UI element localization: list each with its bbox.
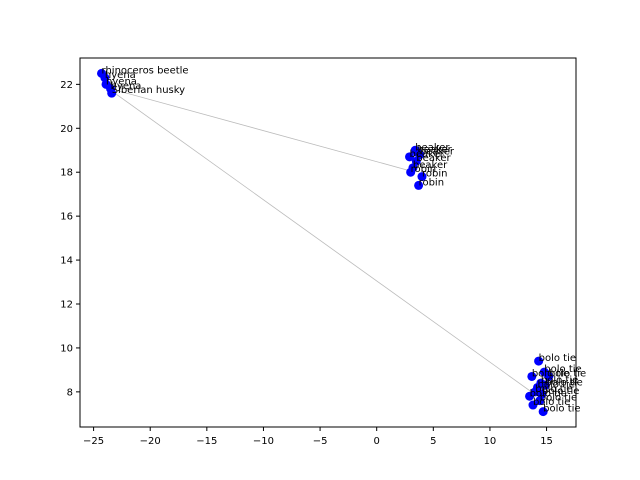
- data-point: [534, 356, 544, 366]
- data-point: [107, 88, 117, 98]
- x-axis-ticks: −25 −20 −15 −10 −5 0 5 10 15: [83, 427, 553, 447]
- y-tick-label: 18: [60, 168, 73, 179]
- data-point: [528, 400, 538, 410]
- point-label: beaker: [420, 147, 455, 158]
- point-label: beaker: [416, 153, 451, 164]
- y-axis-ticks: 8 10 12 14 16 18 20 22: [60, 80, 80, 398]
- y-tick-label: 10: [60, 343, 73, 354]
- data-point: [406, 167, 416, 177]
- point-label: bolo tie: [544, 364, 581, 375]
- x-tick-label: 10: [484, 436, 497, 447]
- data-point: [417, 172, 427, 182]
- point-label: hyena: [105, 70, 136, 81]
- data-point: [544, 371, 554, 381]
- point-label: bolo tie: [533, 397, 570, 408]
- point-label: beaker: [415, 142, 450, 153]
- point-label: bolo tie: [540, 393, 577, 404]
- y-tick-label: 20: [60, 124, 73, 135]
- data-point: [525, 391, 535, 401]
- point-label: Siberian husky: [112, 85, 185, 96]
- x-tick-label: −25: [83, 436, 104, 447]
- x-tick-label: −10: [253, 436, 274, 447]
- point-label: bolo tie: [535, 384, 572, 395]
- y-tick-label: 8: [67, 387, 73, 398]
- x-tick-label: 15: [540, 436, 553, 447]
- point-labels: rhinoceros beetlehyenahyenahyenaSiberian…: [102, 65, 587, 414]
- x-tick-label: −5: [313, 436, 328, 447]
- point-label: bolo tie: [543, 404, 580, 415]
- point-label: hyena: [111, 81, 142, 92]
- x-tick-label: −20: [140, 436, 161, 447]
- point-label: bolo tie: [542, 386, 579, 397]
- y-tick-label: 22: [60, 80, 73, 91]
- data-point: [535, 396, 545, 406]
- point-label: beaker: [413, 160, 448, 171]
- point-label: bolo tie: [532, 368, 569, 379]
- point-label: bolo tie: [530, 388, 567, 399]
- point-label: bolo tie: [545, 377, 582, 388]
- x-tick-label: −15: [196, 436, 217, 447]
- point-label: bolo tie: [541, 375, 578, 386]
- y-tick-label: 12: [60, 300, 73, 311]
- point-label: robin: [419, 177, 444, 188]
- point-label: hyena: [106, 76, 137, 87]
- data-point: [540, 380, 550, 390]
- connector-line: [111, 90, 538, 397]
- point-label: rhinoceros beetle: [102, 65, 189, 76]
- data-points: [97, 68, 554, 417]
- connector-line: [110, 88, 416, 173]
- x-tick-label: 0: [374, 436, 380, 447]
- x-tick-label: 5: [430, 436, 436, 447]
- y-tick-label: 16: [60, 212, 73, 223]
- data-point: [414, 180, 424, 190]
- plot-area-frame: [79, 57, 577, 428]
- point-label: bolo tie: [549, 368, 586, 379]
- point-label: bolo tie: [537, 379, 574, 390]
- point-label: bolo tie: [539, 353, 576, 364]
- data-point: [527, 371, 537, 381]
- data-point: [405, 152, 415, 162]
- point-label: beaker: [410, 149, 445, 160]
- point-label: beaker: [417, 144, 452, 155]
- data-point: [538, 407, 548, 417]
- point-label: robin: [422, 169, 447, 180]
- connector-lines: [110, 88, 538, 397]
- point-label: robin: [411, 164, 436, 175]
- y-tick-label: 14: [60, 256, 73, 267]
